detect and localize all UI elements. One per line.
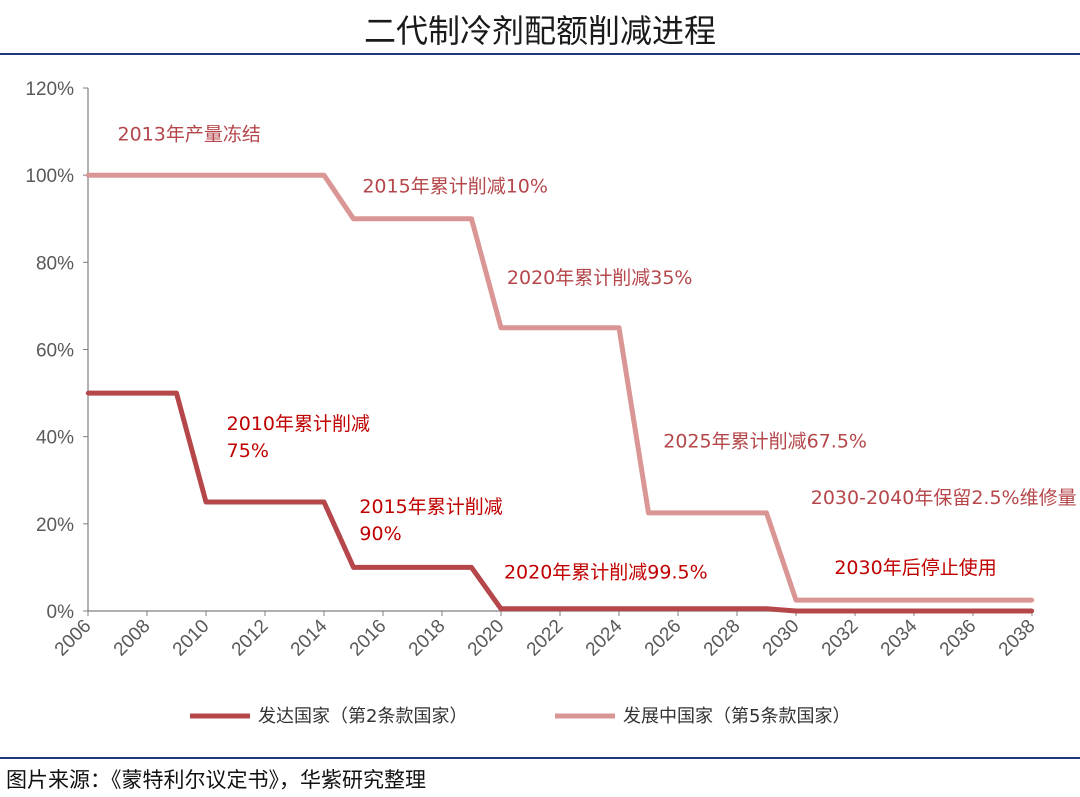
annotation-label: 90%: [359, 523, 401, 545]
legend-label-2: 发展中国家（第5条款国家）: [623, 706, 850, 727]
y-tick-label: 0%: [47, 602, 75, 623]
x-tick-label: 2030: [759, 616, 804, 661]
annotation-label: 2025年累计削减67.5%: [663, 431, 867, 453]
series-1-point: [85, 390, 91, 396]
x-tick-label: 2014: [287, 615, 332, 660]
x-tick-label: 2024: [582, 615, 627, 660]
x-tick-label: 2018: [405, 616, 450, 661]
x-tick-label: 2036: [936, 616, 981, 661]
series-2-point: [1029, 597, 1035, 603]
series-1-point: [351, 565, 356, 570]
x-tick-label: 2032: [818, 616, 863, 661]
series-1-point: [321, 499, 327, 505]
y-tick-label: 120%: [25, 79, 74, 100]
series-line-1: [88, 390, 1032, 614]
series-2-point: [469, 216, 474, 221]
y-tick-label: 60%: [36, 341, 74, 362]
x-tick-label: 2034: [877, 615, 922, 660]
page-title: 二代制冷剂配额削减进程: [363, 12, 716, 50]
y-tick-label: 100%: [25, 166, 74, 187]
annotation-label: 2030年后停止使用: [834, 557, 996, 579]
series-1-point: [469, 565, 474, 570]
x-tick-label: 2038: [995, 616, 1040, 661]
series-2-point: [793, 597, 799, 603]
title-divider: [0, 53, 1080, 55]
series-1-point: [1029, 608, 1035, 614]
chart: 0%20%40%60%80%100%120%2006 2008 2010 2012 20…: [25, 79, 1077, 727]
series-line-2: [88, 172, 1032, 603]
y-tick-label: 20%: [36, 515, 74, 536]
x-tick-label: 2008: [110, 616, 155, 661]
legend-label-1: 发达国家（第2条款国家）: [258, 706, 467, 727]
annotation-label: 2020年累计削减99.5%: [504, 561, 708, 583]
source-note: 图片来源：《蒙特利尔议定书》，华紫研究整理: [6, 768, 426, 792]
x-tick-label: 2012: [228, 616, 273, 661]
annotation-label: 2015年累计削减10%: [362, 176, 548, 198]
series-1-point: [498, 606, 504, 612]
annotation-label: 2030-2040年保留2.5%维修量: [811, 487, 1077, 509]
series-1-point: [793, 608, 799, 614]
annotation-label: 75%: [227, 440, 269, 462]
x-tick-label: 2028: [700, 616, 745, 661]
series-2-point: [351, 216, 356, 221]
series-1-point: [764, 606, 769, 612]
series-1-point: [203, 499, 209, 505]
annotation-label: 2015年累计削减: [359, 496, 502, 518]
x-tick-label: 2016: [346, 616, 391, 661]
series-1-point: [174, 390, 179, 396]
series-2-point: [764, 510, 769, 516]
y-tick-label: 80%: [36, 253, 74, 274]
series-2-point: [498, 325, 504, 330]
series-2-point: [321, 172, 327, 178]
annotation-label: 2013年产量冻结: [118, 123, 261, 145]
x-tick-label: 2026: [641, 616, 686, 661]
footer-divider: [0, 757, 1080, 759]
x-tick-label: 2010: [169, 616, 214, 661]
y-tick-label: 40%: [36, 428, 74, 449]
series-2-point: [616, 325, 622, 330]
annotation-label: 2010年累计削减: [227, 413, 370, 435]
series-2-point: [646, 510, 651, 516]
annotation-label: 2020年累计削减35%: [507, 267, 693, 289]
series-2-point: [85, 172, 91, 178]
x-tick-label: 2020: [464, 616, 509, 661]
x-tick-label: 2022: [523, 616, 568, 661]
